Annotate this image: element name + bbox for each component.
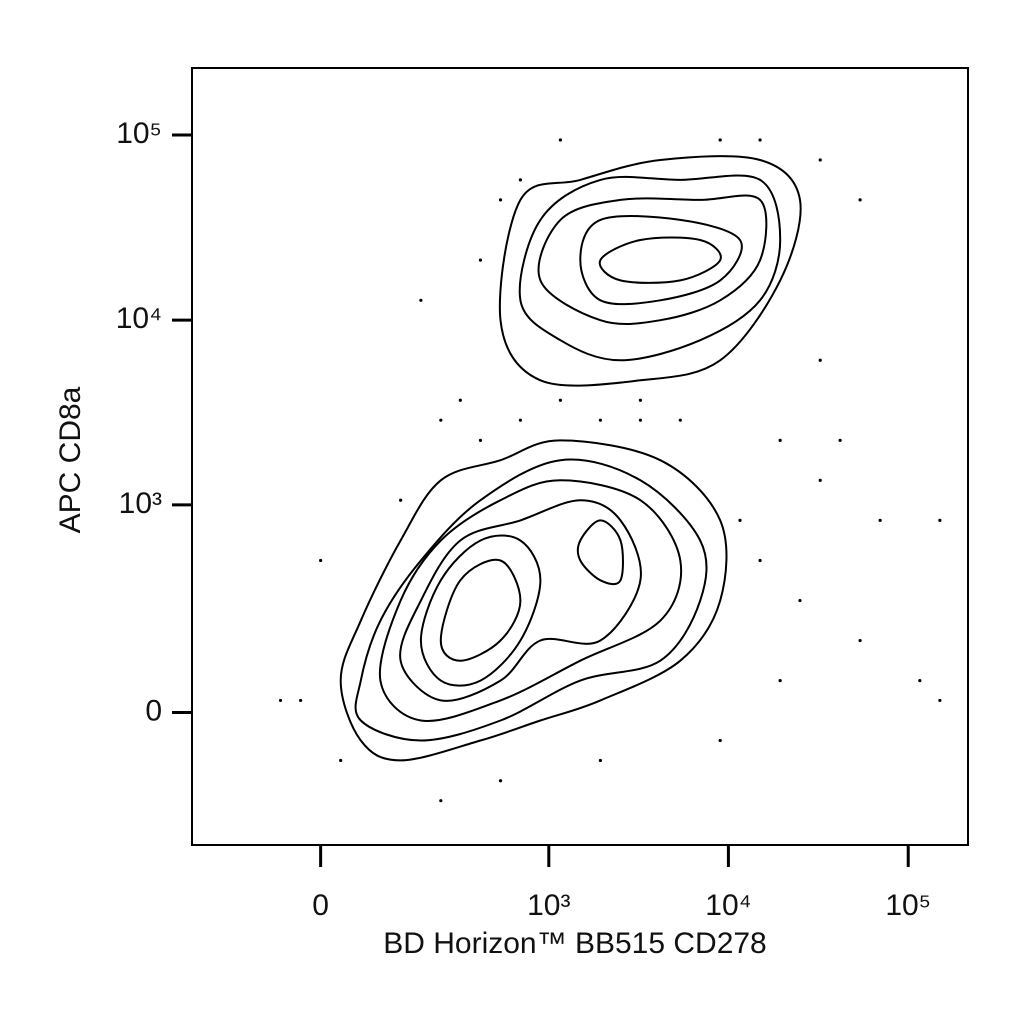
y-axis-label: APC CD8a <box>54 386 87 533</box>
event-dot <box>439 799 443 803</box>
event-dot <box>419 298 423 302</box>
contour-line <box>339 439 728 762</box>
event-dot <box>938 518 942 522</box>
contour-line <box>579 215 743 306</box>
event-dot <box>778 438 782 442</box>
event-dot <box>778 678 782 683</box>
event-dot <box>518 178 523 182</box>
contour-line <box>518 174 782 362</box>
event-dot <box>838 438 842 442</box>
x-axis-label: BD Horizon™ BB515 CD278 <box>383 927 767 960</box>
contour-line <box>537 194 768 326</box>
event-dot <box>319 558 323 563</box>
event-dot <box>718 738 722 743</box>
event-dot <box>439 418 443 422</box>
contour-line <box>419 534 542 687</box>
event-dot <box>458 398 462 402</box>
event-dot <box>518 418 523 422</box>
event-dot <box>758 138 762 142</box>
event-dot <box>758 558 762 563</box>
contour-line <box>354 458 708 742</box>
event-dot <box>299 698 303 703</box>
event-dot <box>638 398 643 402</box>
event-dot <box>678 418 682 422</box>
event-dot <box>598 418 602 422</box>
event-dot <box>558 138 563 142</box>
event-dot <box>558 398 563 402</box>
event-dot <box>738 518 742 522</box>
event-dot <box>798 598 802 603</box>
x-tick-label: 0 <box>312 889 329 922</box>
contour-line <box>598 236 722 284</box>
event-dot <box>818 478 822 482</box>
event-dot <box>638 418 643 422</box>
event-dot <box>498 198 503 202</box>
x-tick-label: 10⁵ <box>885 889 931 922</box>
contour-line <box>378 479 683 723</box>
event-dot <box>858 638 862 643</box>
x-tick-label: 10³ <box>527 889 570 922</box>
event-dot <box>339 758 343 763</box>
event-dot <box>718 138 722 142</box>
event-dot <box>598 758 602 763</box>
event-dot <box>399 498 403 502</box>
y-tick-label: 10⁴ <box>116 302 162 335</box>
event-dot <box>818 158 822 162</box>
event-dot <box>858 198 862 202</box>
contour-line <box>498 155 802 387</box>
plot-frame <box>191 67 969 846</box>
event-dot <box>498 779 503 783</box>
y-tick-label: 10⁵ <box>116 117 162 150</box>
contour-line <box>439 558 522 662</box>
event-dot <box>878 518 882 522</box>
x-tick-label: 10⁴ <box>705 889 751 922</box>
event-dot <box>938 698 942 703</box>
event-dot <box>478 258 483 262</box>
event-dot <box>918 678 922 683</box>
event-dot <box>278 698 283 703</box>
event-dot <box>478 438 483 442</box>
event-dot <box>818 358 822 362</box>
contour-line <box>399 499 642 702</box>
contour-line <box>576 519 624 586</box>
y-tick-label: 0 <box>145 694 162 727</box>
y-tick-label: 10³ <box>119 487 162 520</box>
